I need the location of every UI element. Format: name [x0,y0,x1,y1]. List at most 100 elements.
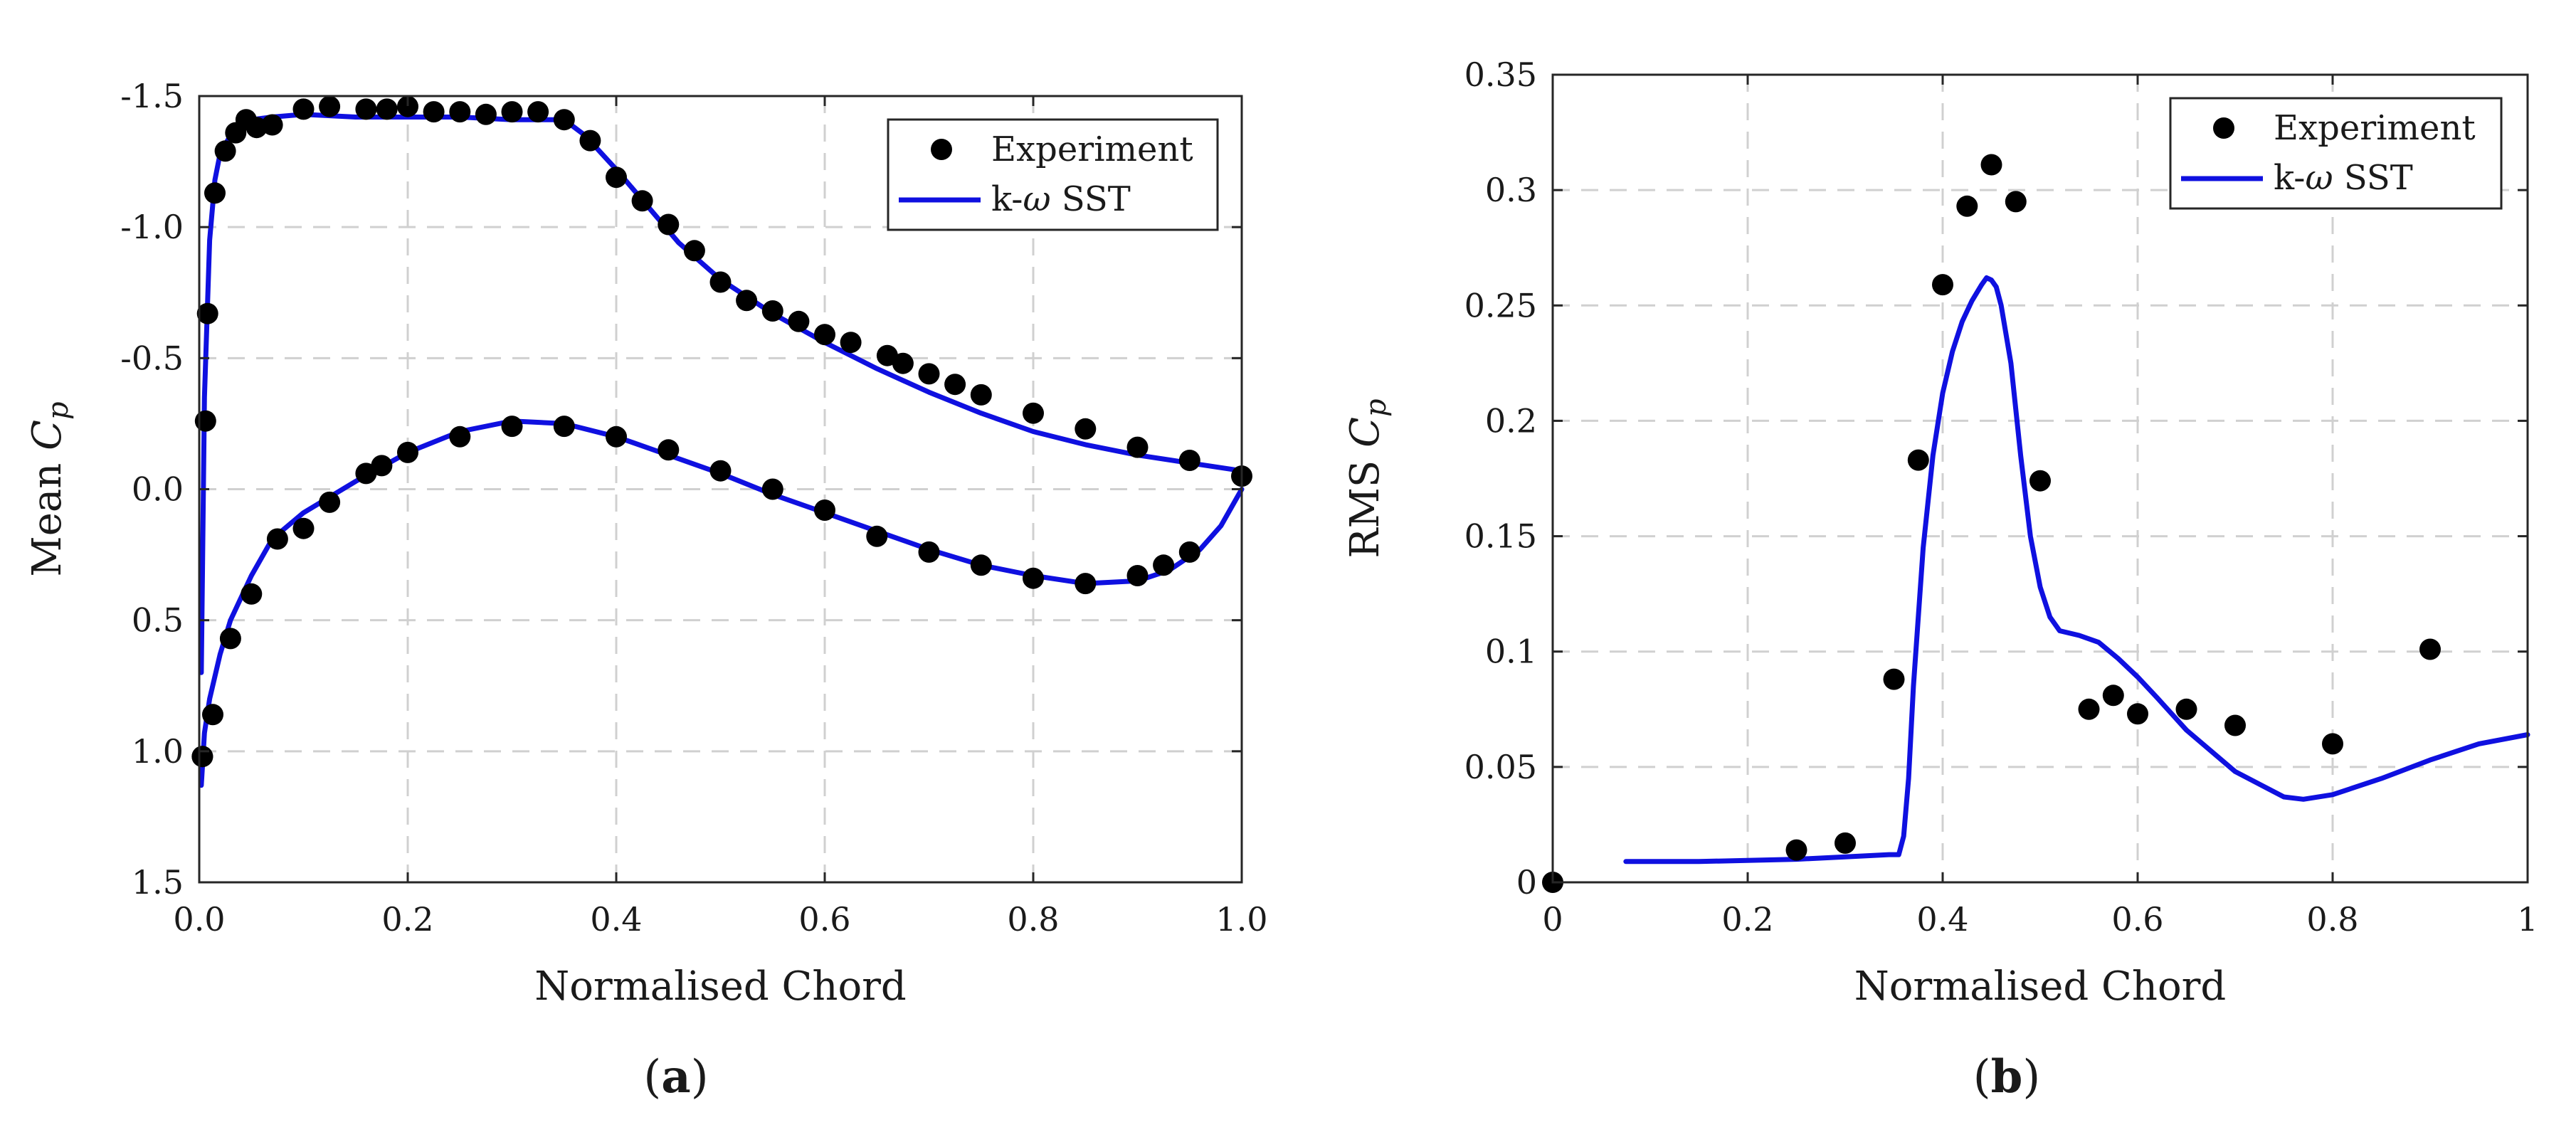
ticks-b: 0 0.2 0.4 0.6 0.8 1 0 0.05 0.1 0.15 0.2 0.25 0.3 0.35 [1464,56,2538,939]
experiment-point [1932,274,1953,296]
series-points-experiment-b [1542,154,2441,893]
experiment-point [606,426,627,448]
y-tick-label: 0.05 [1464,748,1537,786]
legend-b: Experiment k-ω SST [2169,97,2503,210]
experiment-point [658,439,680,461]
experiment-point [970,384,992,406]
experiment-point [579,130,601,152]
experiment-point [355,98,377,120]
experiment-point [292,517,315,539]
chart-rms-cp: 0 0.2 0.4 0.6 0.8 1 0 0.05 0.1 0.15 0.2 0.25 0.3 0.35… [1342,56,2538,1104]
y-tick-label: 0.35 [1464,56,1537,94]
experiment-point [1907,449,1929,471]
experiment-point [1785,839,1807,861]
experiment-point [2102,684,2124,707]
y-tick-label: -1.0 [120,208,184,246]
experiment-point [892,352,914,374]
experiment-point [2005,191,2027,213]
experiment-point [1023,567,1044,589]
experiment-point [475,103,497,125]
experiment-point [918,541,940,563]
series-line-kw-sst-b [1623,275,2530,865]
experiment-point [501,416,523,438]
experiment-point [2029,470,2051,492]
experiment-point [1956,195,1978,217]
experiment-point [1835,832,1856,854]
y-tick-label: 0 [1516,863,1537,902]
legend-marker-experiment-a [931,139,952,160]
experiment-point [449,426,471,448]
y-tick-label: 1.5 [132,863,184,902]
legend-label-kw-sst-a: k-ω SST [991,179,1131,219]
y-tick-label: 0.1 [1485,633,1537,671]
legend-box-a [887,118,1219,231]
experiment-point [840,332,862,354]
experiment-point [214,140,236,162]
x-tick-label: 0.8 [1007,900,1059,939]
x-tick-label: 0.4 [1916,900,1968,939]
legend-label-kw-sst-b: k-ω SST [2274,158,2413,198]
panel-label-a: (a) [643,1050,708,1104]
experiment-point [1883,668,1905,690]
experiment-point [501,101,523,123]
y-tick-label: 0.5 [132,601,184,640]
x-tick-label: 0.6 [2111,900,2163,939]
experiment-point [2224,714,2246,736]
x-tick-label: 0 [1542,900,1563,939]
legend-label-experiment-b: Experiment [2274,108,2476,148]
experiment-point [2127,703,2148,725]
legend-marker-experiment-b [2213,117,2234,139]
experiment-point [527,101,549,123]
experiment-point [261,114,283,136]
x-axis-label-a: Normalised Chord [534,963,907,1010]
legend-box-b [2169,97,2503,210]
series-line-kw-sst-lower [199,418,1245,788]
experiment-point [319,95,341,117]
experiment-point [709,271,732,293]
experiment-point [1178,541,1200,563]
y-tick-label: 1.0 [132,732,184,771]
x-tick-label: 0.2 [381,900,433,939]
experiment-point [449,101,471,123]
x-tick-label: 0.6 [798,900,850,939]
y-axis-label-b: RMS Cp [1342,398,1393,558]
experiment-point [553,109,575,131]
experiment-point [866,525,888,547]
experiment-point [1153,554,1175,576]
y-tick-label: -0.5 [120,339,184,377]
experiment-point [266,528,288,550]
experiment-point [194,410,216,432]
experiment-point [292,98,315,120]
x-tick-label: 0.0 [173,900,225,939]
y-axis-label-a: Mean Cp [24,401,75,576]
experiment-point [631,190,653,212]
experiment-point [204,182,226,204]
experiment-point [202,704,223,726]
experiment-point [376,98,398,120]
experiment-point [814,500,835,521]
experiment-point [709,460,732,482]
panel-label-b: (b) [1973,1050,2041,1104]
experiment-point [319,491,341,513]
y-tick-label: 0.15 [1464,517,1537,556]
experiment-point [788,310,810,332]
experiment-point [241,583,263,605]
y-tick-label: 0.3 [1485,171,1537,209]
legend-a: Experiment k-ω SST [887,118,1219,231]
x-tick-label: 0.8 [2306,900,2358,939]
experiment-point [683,240,705,262]
experiment-point [219,628,241,650]
experiment-point [970,554,992,576]
x-tick-label: 0.4 [590,900,642,939]
x-axis-label-b: Normalised Chord [1854,963,2227,1010]
x-tick-label: 1.0 [1215,900,1267,939]
experiment-point [423,101,445,123]
experiment-point [397,95,418,117]
experiment-point [2419,638,2441,660]
experiment-point [918,363,940,385]
y-tick-label: 0.25 [1464,286,1537,324]
ticks-a: 0.0 0.2 0.4 0.6 0.8 1.0 -1.5 -1.0 -0.5 0.0 0.5 1.0 1… [120,77,1267,939]
y-tick-label: 0.0 [132,470,184,509]
experiment-point [371,455,393,477]
